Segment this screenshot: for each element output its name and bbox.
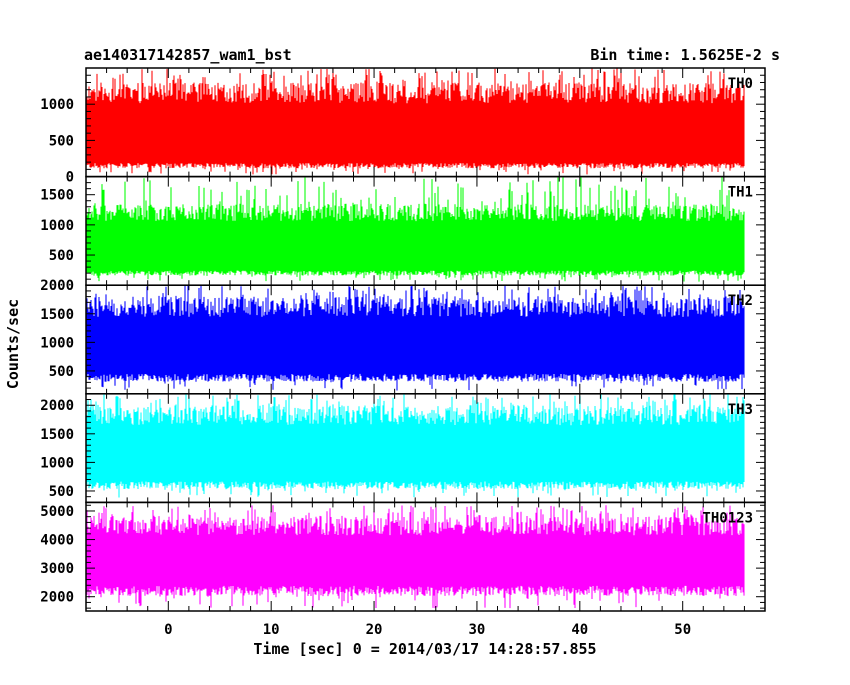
y-tick-label: 2000 — [40, 278, 74, 294]
y-axis-label: Counts/sec — [4, 299, 22, 389]
chart-title: ae140317142857_wam1_bst — [84, 46, 292, 64]
y-tick-label: 500 — [49, 248, 74, 264]
x-tick-label: 50 — [674, 622, 691, 638]
panel-th1: 500 1000 1500 TH1 — [40, 175, 766, 286]
series-trace-th3 — [86, 393, 745, 498]
x-axis-label: Time [sec] 0 = 2014/03/17 14:28:57.855 — [253, 640, 596, 658]
series-trace-th2 — [86, 285, 745, 391]
y-tick-label: 1000 — [40, 455, 74, 471]
series-trace-th0123 — [86, 505, 745, 609]
x-tick-label: 20 — [366, 622, 383, 638]
series-trace-th1 — [86, 176, 745, 282]
y-tick-label: 1500 — [40, 307, 74, 323]
panel-name-label: TH0 — [728, 76, 753, 92]
panel-name-label: TH3 — [728, 402, 753, 418]
panel-th2: 500 1000 1500 2000 TH2 — [40, 278, 766, 395]
x-tick-label: 0 — [164, 622, 172, 638]
x-tick-label: 10 — [263, 622, 280, 638]
y-tick-label: 0 — [66, 170, 74, 186]
panel-th3: 500 1000 1500 2000 TH3 — [40, 393, 766, 504]
y-tick-label: 500 — [49, 364, 74, 380]
panel-name-label: TH1 — [728, 185, 753, 201]
y-tick-label: 2000 — [40, 398, 74, 414]
y-tick-label: 1000 — [40, 97, 74, 113]
bin-time-label: Bin time: 1.5625E-2 s — [590, 46, 780, 64]
y-tick-label: 2000 — [40, 590, 74, 606]
panel-th0: 0 500 1000 TH0 — [40, 67, 766, 186]
y-tick-label: 3000 — [40, 561, 74, 577]
panels-layer: 0 500 1000 TH0 500 1000 1500 TH1 500 1000 1500 2000… — [40, 67, 766, 612]
x-tick-label: 30 — [469, 622, 486, 638]
y-tick-label: 500 — [49, 133, 74, 149]
x-tick-label: 40 — [571, 622, 588, 638]
panel-th0123: 2000 3000 4000 5000 TH0123 — [40, 501, 766, 612]
y-tick-label: 1000 — [40, 335, 74, 351]
y-tick-label: 5000 — [40, 504, 74, 520]
x-axis: 0 10 20 30 40 50 — [164, 622, 691, 638]
y-tick-label: 1500 — [40, 427, 74, 443]
y-tick-label: 1000 — [40, 218, 74, 234]
y-tick-label: 4000 — [40, 533, 74, 549]
series-trace-th0 — [86, 68, 745, 175]
y-tick-label: 500 — [49, 484, 74, 500]
y-tick-label: 1500 — [40, 188, 74, 204]
panel-name-label: TH2 — [728, 293, 753, 309]
panel-name-label: TH0123 — [702, 510, 753, 526]
